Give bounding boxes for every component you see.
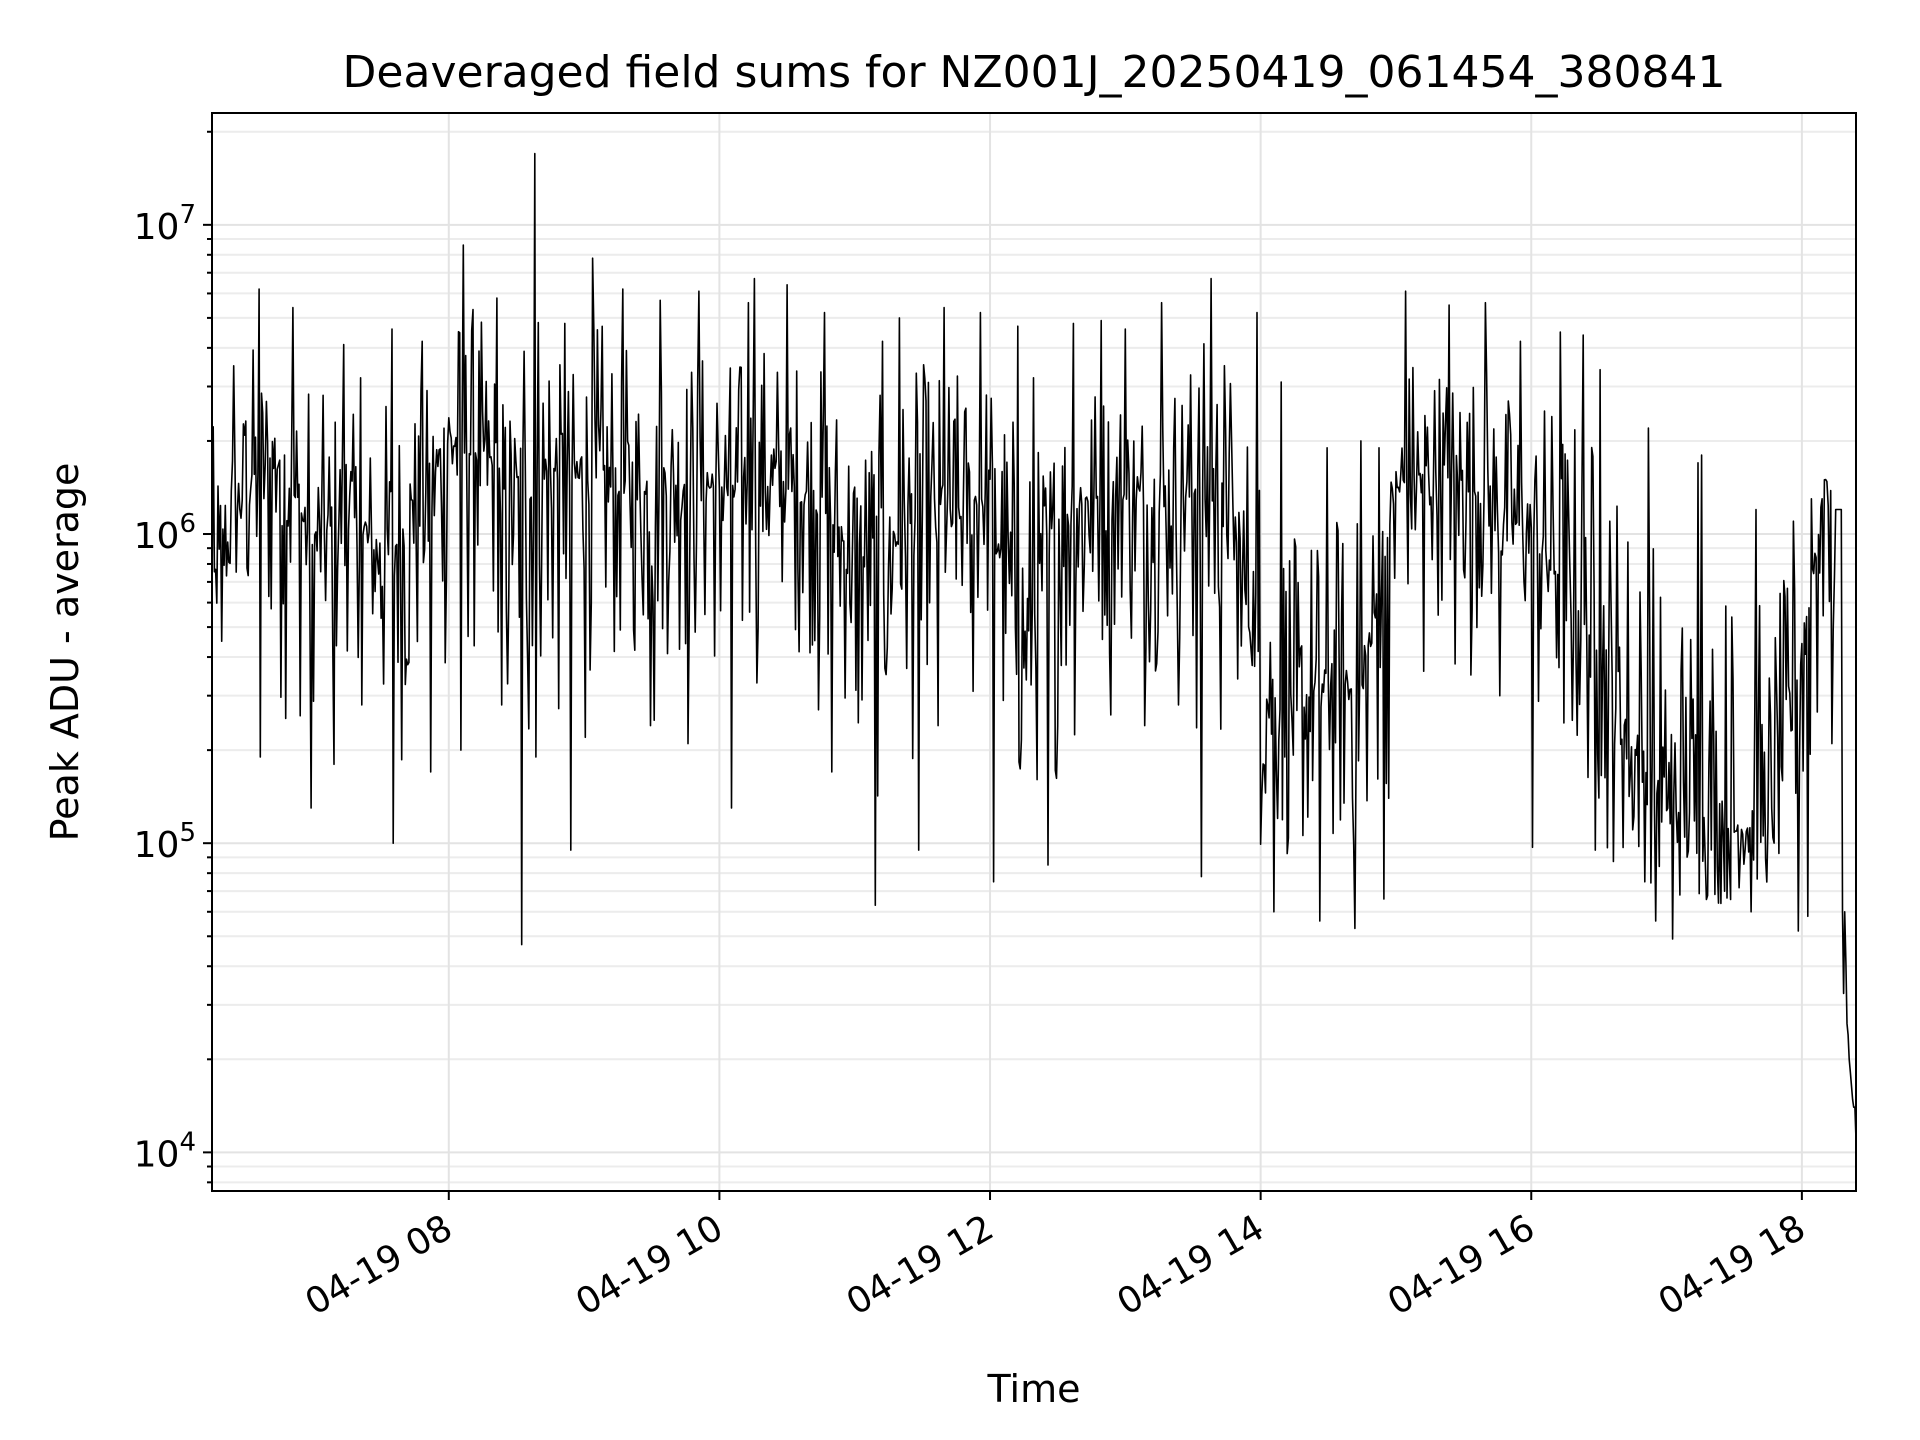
y-axis-label: Peak ADU - average — [43, 463, 87, 842]
series — [211, 152, 1857, 1140]
y-tick-label-exponent: 6 — [179, 509, 196, 539]
y-tick-label-base: 10 — [134, 516, 180, 557]
y-tick-label-base: 10 — [134, 207, 180, 248]
x-axis-label: Time — [987, 1367, 1081, 1411]
y-tick-label: 107 — [134, 200, 196, 248]
y-tick-label-exponent: 4 — [179, 1127, 196, 1157]
y-tick-label-base: 10 — [134, 1134, 180, 1175]
y-tick-label-exponent: 7 — [179, 200, 196, 230]
chart-title: Deaveraged field sums for NZ001J_2025041… — [343, 47, 1726, 98]
y-tick-label-base: 10 — [134, 825, 180, 866]
y-tick-label-exponent: 5 — [179, 818, 196, 848]
series-line — [211, 152, 1857, 1140]
plot-frame — [211, 112, 1857, 1192]
y-tick-label: 106 — [134, 509, 196, 557]
y-tick-label: 104 — [134, 1127, 196, 1175]
y-tick-label: 105 — [134, 818, 196, 866]
